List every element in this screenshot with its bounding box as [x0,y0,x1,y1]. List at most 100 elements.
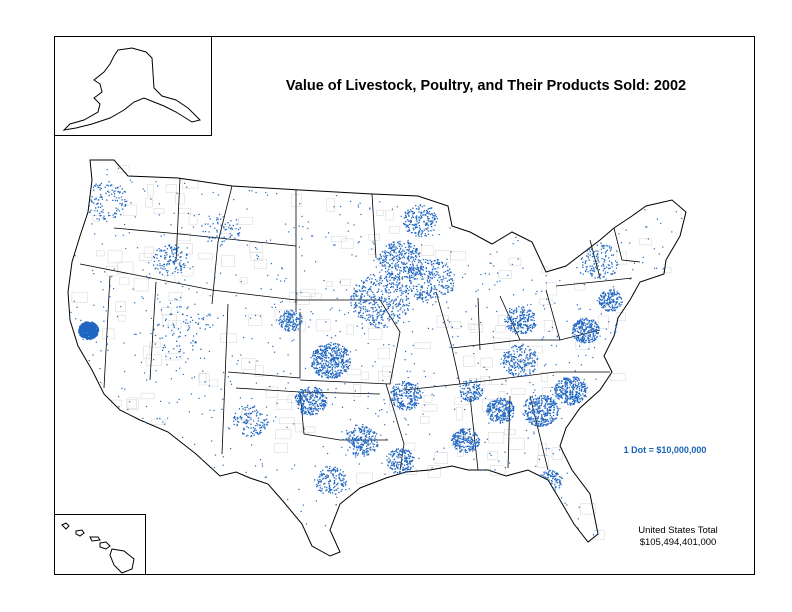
value-dot [572,398,574,400]
value-dot [407,292,410,295]
value-dot [310,408,312,410]
value-dot [425,267,428,270]
value-dot [566,379,569,381]
value-dot [362,301,364,304]
value-dot [403,255,405,257]
value-dot [544,418,546,421]
value-dot [404,395,407,397]
value-dot [89,323,91,325]
value-dot [609,297,611,299]
value-dot [555,402,558,405]
value-dot [605,309,607,311]
value-dot [365,311,367,313]
value-dot [408,408,411,411]
value-dot [519,359,521,361]
value-dot [596,244,598,246]
value-dot [614,309,616,311]
value-dot [575,323,577,325]
value-dot [504,407,507,410]
value-dot [387,270,389,272]
value-dot [300,322,302,325]
value-dot [321,400,323,402]
value-dot [91,321,93,324]
value-dot [182,264,184,266]
value-dot [402,395,404,397]
value-dot [166,272,169,274]
value-dot [598,261,600,263]
value-dot [400,287,402,289]
value-dot [418,296,420,298]
value-dot [84,335,86,338]
value-dot [408,252,410,255]
value-dot [79,333,82,336]
value-dot [520,326,522,328]
value-dot [89,334,91,336]
value-dot [604,259,606,261]
value-dot [325,355,327,357]
value-dot [541,397,543,399]
value-dot [92,329,94,331]
value-dot [411,268,413,271]
value-dot [584,325,586,327]
value-dot [525,410,527,412]
value-dot [304,394,306,396]
value-dot [511,372,513,374]
value-dot [368,319,370,321]
value-dot [585,340,587,342]
value-dot [399,404,401,406]
value-dot [395,306,397,308]
value-dot [496,407,498,410]
value-dot [316,388,318,390]
value-dot [507,325,509,327]
value-dot [325,345,327,347]
value-dot [612,273,614,275]
value-dot [331,377,333,379]
value-dot [301,321,303,323]
value-dot [576,339,578,341]
value-dot [512,358,514,360]
value-dot [394,393,396,395]
value-dot [544,398,546,400]
value-dot [595,250,597,252]
value-dot [370,281,372,283]
value-dot [496,418,499,420]
value-dot [289,325,291,327]
value-dot [314,391,316,393]
value-dot [526,354,528,356]
value-dot [537,422,540,425]
value-dot [573,377,575,379]
value-dot [547,410,549,412]
value-dot [541,419,543,421]
value-dot [306,397,308,400]
value-dot [285,323,288,325]
value-dot [613,306,615,308]
value-dot [91,196,93,198]
value-dot [320,357,322,359]
value-dot [302,399,304,401]
value-dot [528,421,530,423]
value-dot [603,244,605,247]
value-dot [527,413,529,415]
value-dot [398,250,401,252]
value-dot [521,369,523,371]
value-dot [496,415,498,417]
value-dot [379,279,381,281]
value-dot [395,255,397,257]
value-dot [594,338,597,341]
value-dot [581,320,583,322]
value-dot [544,412,547,414]
value-dot [581,257,583,259]
value-dot [510,355,512,357]
value-dot [385,289,388,291]
value-dot [388,244,390,246]
value-dot [514,323,517,325]
value-dot [579,334,581,337]
value-dot [358,311,361,314]
value-dot [97,184,99,187]
value-dot [358,313,360,315]
value-dot [598,269,601,271]
value-dot [534,324,536,326]
value-dot [558,380,560,383]
value-dot [495,420,497,422]
value-dot [465,395,468,397]
